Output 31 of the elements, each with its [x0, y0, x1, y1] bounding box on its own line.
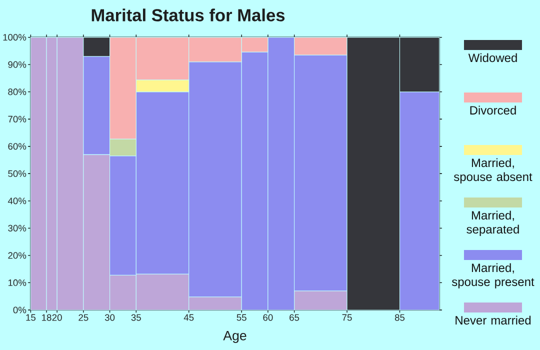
x-tick-label: 55 [236, 314, 246, 321]
y-tick-label: 0% [13, 306, 26, 314]
y-tick-label: 40% [8, 198, 26, 204]
chart-title: Marital Status for Males [92, 8, 285, 22]
y-tick-label: 60% [8, 143, 26, 150]
x-tick-label: 75 [342, 314, 352, 321]
x-tick-label: 15 [26, 314, 36, 321]
x-tick-label: 45 [184, 314, 194, 321]
x-tick-label: 35 [131, 314, 141, 321]
y-tick-label: 10% [8, 279, 26, 286]
x-tick-label: 60 [263, 314, 273, 321]
x-tick-label: 20 [52, 314, 62, 321]
x-axis-title: Age [223, 331, 246, 343]
legend-label: Married, separated [466, 210, 519, 236]
y-tick-label: 80% [8, 88, 26, 96]
x-tick-label: 65 [290, 314, 300, 321]
y-tick-label: 20% [8, 252, 26, 259]
legend-label: Married, spouse absent [454, 158, 532, 184]
legend-label: Never married [456, 316, 531, 325]
y-tick-label: 90% [8, 61, 26, 68]
series-label: Married, spouse present [452, 263, 534, 288]
x-tick-label: 30 [104, 314, 115, 321]
y-tick-label: 50% [8, 170, 26, 177]
x-tick-label: 18 [42, 314, 52, 321]
legend-label: Divorced [470, 106, 516, 115]
x-tick-label: 85 [394, 314, 405, 321]
y-tick-label: 30% [8, 224, 26, 232]
legend-label: Widowed [468, 53, 517, 62]
x-tick-label: 25 [78, 314, 88, 321]
y-tick-label: 70% [8, 116, 26, 122]
y-tick-label: 100% [3, 34, 26, 41]
